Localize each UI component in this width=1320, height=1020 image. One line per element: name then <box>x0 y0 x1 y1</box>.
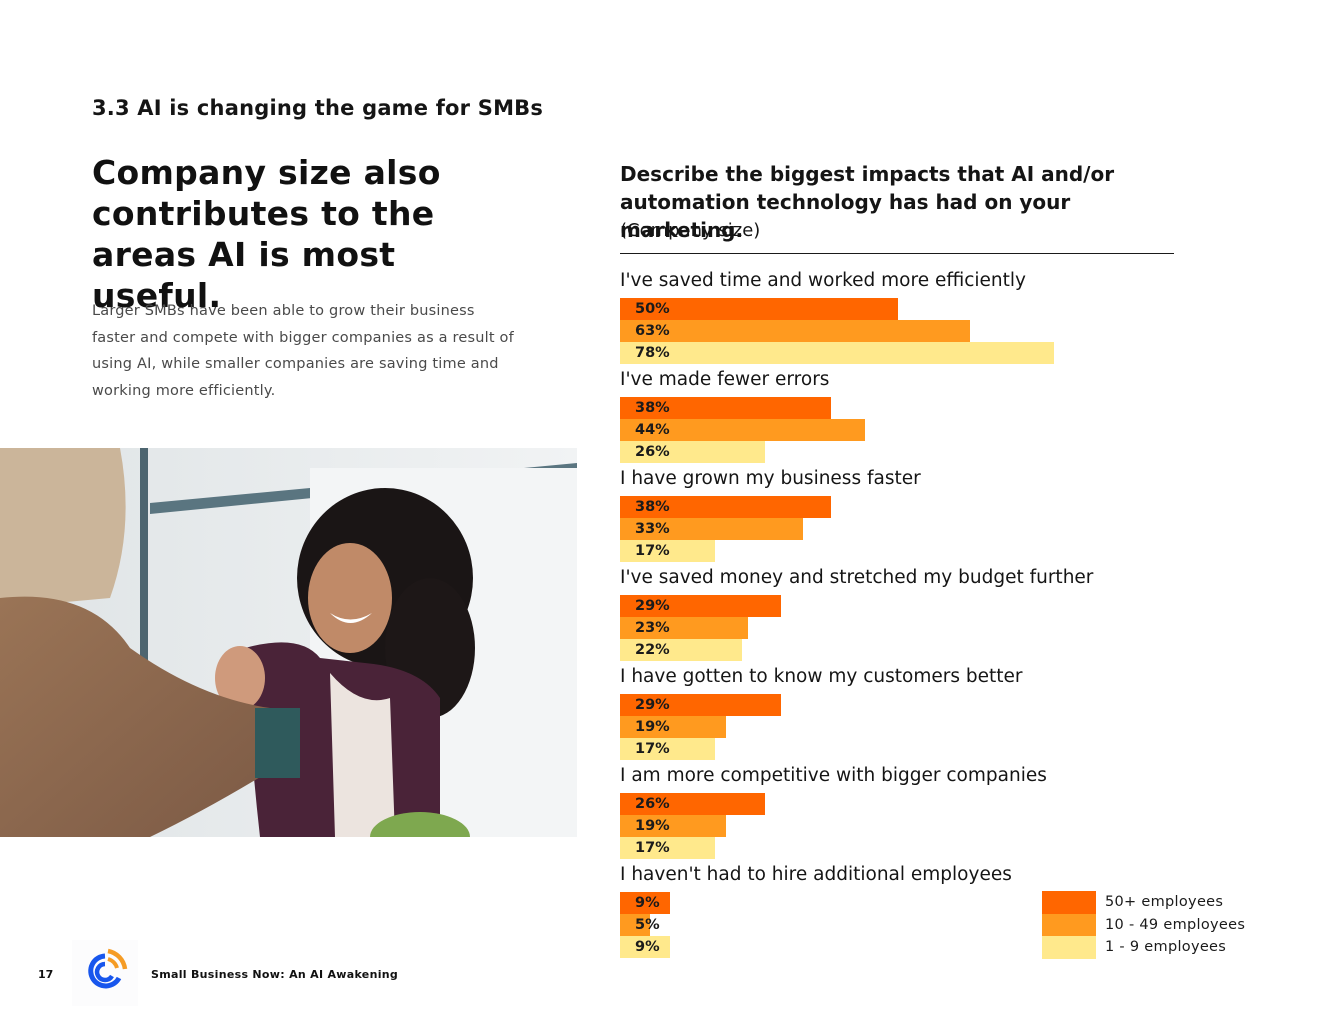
bar-value-label: 9% <box>635 939 660 955</box>
body-paragraph: Larger SMBs have been able to grow their… <box>92 303 514 399</box>
legend-label: 50+ employees <box>1105 894 1224 911</box>
bar <box>620 617 748 639</box>
legend-label: 1 - 9 employees <box>1105 939 1227 956</box>
chart-title: Describe the biggest impacts that AI and… <box>620 162 1115 242</box>
chart-subtitle: (Company size) <box>620 220 761 241</box>
legend-swatch-1-9 <box>1042 936 1096 959</box>
bar-value-label: 9% <box>635 895 660 911</box>
bar-chart: I've saved time and worked more efficien… <box>620 270 1180 970</box>
bar <box>620 397 832 419</box>
bar <box>620 738 715 760</box>
bar <box>620 419 865 441</box>
bar <box>620 694 782 716</box>
bar-value-label: 19% <box>635 818 670 834</box>
category-label: I've saved money and stretched my budget… <box>620 567 1094 588</box>
category-label: I have grown my business faster <box>620 468 921 489</box>
bar <box>620 298 898 320</box>
legend-label: 10 - 49 employees <box>1105 916 1246 933</box>
photo-handshake <box>0 448 577 837</box>
category-label: I have gotten to know my customers bette… <box>620 666 1023 687</box>
chart-divider <box>620 253 1174 254</box>
bar-value-label: 78% <box>635 345 670 361</box>
bar-value-label: 17% <box>635 741 670 757</box>
bar <box>620 815 726 837</box>
bar <box>620 441 765 463</box>
bar-value-label: 17% <box>635 840 670 856</box>
legend-item-1-9: 1 - 9 employees <box>1042 936 1245 959</box>
bar-value-label: 50% <box>635 301 670 317</box>
page-headline: Company size also contributes to the are… <box>92 153 441 315</box>
bar <box>620 914 650 936</box>
bar-value-label: 44% <box>635 422 670 438</box>
bar <box>620 540 715 562</box>
bar-value-label: 38% <box>635 400 670 416</box>
bar <box>620 595 782 617</box>
legend-swatch-50-plus <box>1042 891 1096 914</box>
page-number: 17 <box>38 968 54 981</box>
bar-value-label: 19% <box>635 719 670 735</box>
bar <box>620 892 671 914</box>
bar <box>620 793 765 815</box>
bar-value-label: 17% <box>635 543 670 559</box>
legend-item-10-49: 10 - 49 employees <box>1042 913 1246 936</box>
bar-value-label: 38% <box>635 499 670 515</box>
bar <box>620 320 971 342</box>
bar-value-label: 26% <box>635 444 670 460</box>
bar <box>620 518 804 540</box>
legend-item-50-plus: 50+ employees <box>1042 891 1245 914</box>
bar <box>620 639 743 661</box>
bar <box>620 837 715 859</box>
bar-value-label: 22% <box>635 642 670 658</box>
bar-value-label: 26% <box>635 796 670 812</box>
category-label: I've made fewer errors <box>620 369 830 390</box>
section-title: 3.3 AI is changing the game for SMBs <box>92 96 544 120</box>
bar-value-label: 5% <box>635 917 660 933</box>
bar-value-label: 29% <box>635 598 670 614</box>
chart-legend: 50+ employees 10 - 49 employees 1 - 9 em… <box>1042 891 1245 959</box>
bar <box>620 716 726 738</box>
bar <box>620 496 832 518</box>
category-label: I am more competitive with bigger compan… <box>620 765 1047 786</box>
bar-value-label: 33% <box>635 521 670 537</box>
bar <box>620 342 1054 364</box>
bar-value-label: 29% <box>635 697 670 713</box>
category-label: I haven't had to hire additional employe… <box>620 864 1012 885</box>
bar <box>620 936 671 958</box>
bar-value-label: 63% <box>635 323 670 339</box>
category-label: I've saved time and worked more efficien… <box>620 270 1026 291</box>
report-title: Small Business Now: An AI Awakening <box>151 968 399 981</box>
legend-swatch-10-49 <box>1042 913 1096 936</box>
bar-value-label: 23% <box>635 620 670 636</box>
constant-contact-logo-icon <box>72 940 138 1006</box>
